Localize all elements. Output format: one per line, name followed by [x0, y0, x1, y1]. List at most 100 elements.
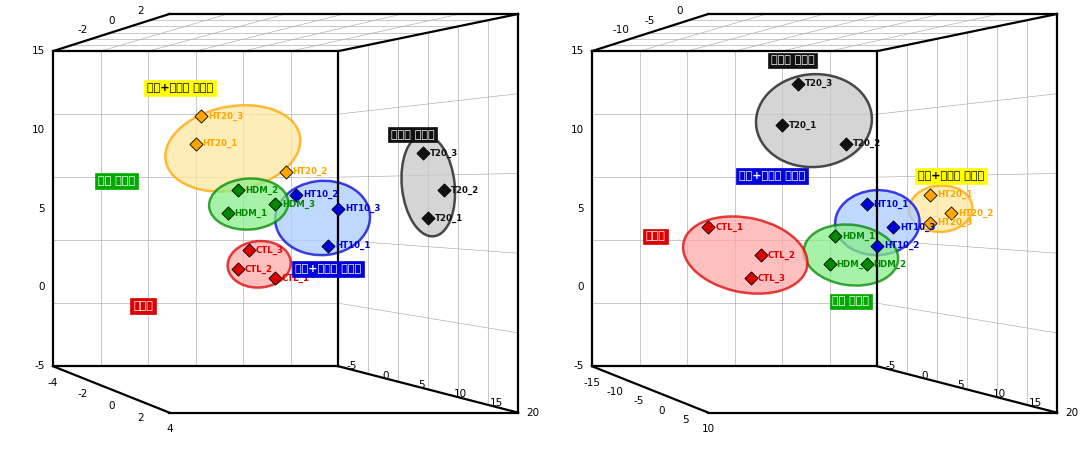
- Point: [240, 246, 257, 254]
- Text: 20: 20: [1065, 408, 1078, 418]
- Text: 0: 0: [676, 6, 683, 17]
- Point: [742, 274, 759, 282]
- Point: [230, 265, 247, 273]
- Text: 천식+고용량 투여군: 천식+고용량 투여군: [147, 83, 213, 93]
- Text: 천식+고용량 투여군: 천식+고용량 투여군: [918, 171, 984, 181]
- Ellipse shape: [228, 241, 291, 288]
- Text: 10: 10: [454, 389, 467, 399]
- Point: [821, 261, 839, 268]
- Text: HT10_3: HT10_3: [901, 223, 935, 232]
- Text: -5: -5: [574, 361, 584, 371]
- Text: -5: -5: [346, 361, 357, 371]
- Text: 10: 10: [32, 125, 46, 135]
- Text: 천식+저용량 투여군: 천식+저용량 투여군: [738, 171, 805, 181]
- Text: 10: 10: [993, 389, 1006, 399]
- Text: -2: -2: [77, 389, 87, 400]
- Text: T20_1: T20_1: [436, 213, 464, 222]
- Text: -5: -5: [885, 361, 895, 371]
- Text: -4: -4: [48, 378, 59, 388]
- Point: [837, 140, 855, 148]
- Text: HT10_1: HT10_1: [334, 241, 370, 250]
- Point: [419, 214, 437, 222]
- Text: 2: 2: [137, 412, 144, 423]
- Point: [277, 168, 294, 175]
- Text: 10: 10: [571, 125, 584, 135]
- Point: [869, 242, 886, 250]
- Ellipse shape: [166, 105, 301, 192]
- Text: CTL_3: CTL_3: [758, 274, 785, 283]
- Text: HDM_2: HDM_2: [245, 185, 278, 195]
- Ellipse shape: [209, 178, 289, 229]
- Text: 대조군: 대조군: [133, 301, 152, 311]
- Point: [287, 191, 305, 199]
- Text: 고용량 투여군: 고용량 투여군: [391, 130, 435, 140]
- Text: HT20_2: HT20_2: [293, 167, 328, 176]
- Point: [193, 112, 210, 120]
- Ellipse shape: [835, 190, 919, 255]
- Text: 5: 5: [418, 380, 425, 390]
- Point: [187, 140, 205, 148]
- Text: -15: -15: [584, 378, 600, 388]
- Point: [230, 186, 247, 194]
- Text: -2: -2: [77, 25, 87, 35]
- Text: -10: -10: [613, 25, 629, 35]
- Point: [773, 122, 791, 129]
- Point: [436, 186, 453, 194]
- Text: HDM_2: HDM_2: [873, 260, 907, 269]
- Point: [267, 200, 284, 208]
- Text: T20_3: T20_3: [805, 79, 833, 88]
- Point: [219, 210, 236, 217]
- Text: HDM_3: HDM_3: [282, 200, 315, 209]
- Point: [790, 80, 807, 88]
- Text: CTL_1: CTL_1: [715, 223, 743, 232]
- Ellipse shape: [909, 185, 972, 232]
- Text: 20: 20: [526, 408, 539, 418]
- Ellipse shape: [276, 181, 370, 255]
- Text: HDM_1: HDM_1: [234, 209, 268, 218]
- Text: 고용량 투여군: 고용량 투여군: [771, 55, 815, 65]
- Ellipse shape: [683, 217, 807, 294]
- Text: HT20_3: HT20_3: [208, 112, 243, 121]
- Text: 천식 유도군: 천식 유도군: [98, 176, 135, 186]
- Text: T20_2: T20_2: [451, 185, 479, 195]
- Text: T20_2: T20_2: [853, 139, 881, 149]
- Text: 0: 0: [39, 282, 46, 292]
- Text: CTL_3: CTL_3: [256, 246, 283, 255]
- Text: 10: 10: [701, 424, 714, 434]
- Text: 0: 0: [382, 370, 389, 381]
- Text: 5: 5: [577, 204, 584, 214]
- Text: 15: 15: [1029, 398, 1042, 408]
- Text: 5: 5: [682, 415, 688, 425]
- Text: 0: 0: [108, 401, 114, 411]
- Text: 0: 0: [577, 282, 584, 292]
- Text: -10: -10: [607, 387, 624, 397]
- Point: [330, 205, 347, 212]
- Point: [414, 149, 431, 157]
- Text: -5: -5: [35, 361, 46, 371]
- Text: 0: 0: [108, 16, 114, 26]
- Text: 4: 4: [167, 424, 173, 434]
- Text: -5: -5: [634, 396, 644, 406]
- Point: [858, 200, 876, 208]
- Text: HT20_1: HT20_1: [937, 190, 972, 199]
- Text: 0: 0: [921, 370, 928, 381]
- Text: 15: 15: [32, 46, 46, 56]
- Ellipse shape: [804, 225, 898, 286]
- Text: HDM_3: HDM_3: [836, 260, 870, 269]
- Text: 15: 15: [490, 398, 503, 408]
- Text: 천식 유도군: 천식 유도군: [832, 297, 869, 307]
- Point: [752, 251, 770, 259]
- Point: [699, 223, 717, 231]
- Ellipse shape: [756, 74, 872, 167]
- Point: [921, 219, 939, 227]
- Text: 5: 5: [38, 204, 46, 214]
- Ellipse shape: [402, 135, 455, 236]
- Point: [884, 223, 902, 231]
- Text: T20_3: T20_3: [430, 149, 458, 158]
- Text: CTL_1: CTL_1: [282, 274, 310, 283]
- Text: HT20_3: HT20_3: [937, 218, 972, 227]
- Text: HT10_3: HT10_3: [345, 204, 381, 213]
- Text: HT10_2: HT10_2: [884, 241, 919, 250]
- Text: -5: -5: [645, 16, 656, 26]
- Text: 천식+저용량 투여군: 천식+저용량 투여군: [295, 264, 360, 274]
